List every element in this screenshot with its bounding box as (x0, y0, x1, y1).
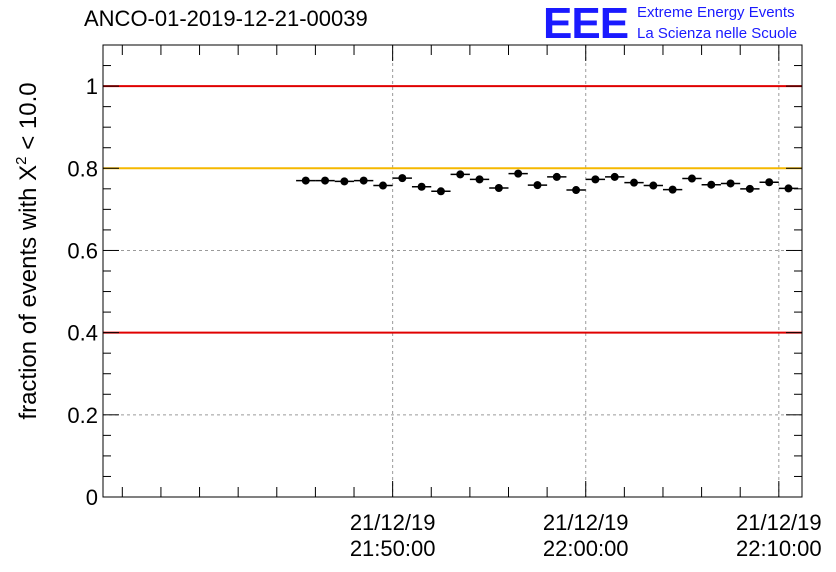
data-point-16 (605, 172, 625, 181)
plot-border (102, 44, 803, 498)
data-point-7 (431, 187, 451, 196)
data-point-9 (469, 175, 490, 184)
data-point-19 (662, 185, 683, 194)
data-point-11 (508, 169, 528, 178)
x-tick-label-date-0: 21/12/19 (350, 510, 436, 535)
y-axis-label-symbol: X (15, 165, 42, 181)
x-tick-label-time-0: 21:50:00 (350, 536, 436, 561)
data-point-12 (527, 181, 548, 190)
data-point-marker (321, 176, 330, 185)
data-point-18 (643, 181, 663, 190)
x-tick-label-time-2: 22:10:00 (736, 536, 822, 561)
data-point-marker (572, 186, 581, 195)
grid-layer (103, 45, 802, 497)
x-tick-label-date-2: 21/12/19 (736, 510, 822, 535)
data-point-marker (475, 175, 484, 184)
data-point-14 (566, 186, 586, 195)
x-tick-label-time-1: 22:00:00 (543, 536, 629, 561)
data-point-marker (533, 181, 542, 190)
reference-lines (103, 85, 802, 334)
y-axis-label: fraction of events with X2 < 10.0 (13, 82, 42, 419)
y-axis-label-superscript: 2 (13, 156, 30, 164)
y-tick-label-3: 0.6 (67, 238, 98, 263)
data-point-21 (701, 180, 721, 189)
data-point-3 (354, 176, 374, 185)
data-point-marker (340, 177, 349, 186)
data-point-marker (784, 184, 793, 193)
data-point-marker (745, 184, 754, 193)
data-point-2 (334, 177, 355, 186)
data-point-marker (610, 172, 619, 181)
data-point-marker (687, 174, 696, 183)
y-tick-label-2: 0.4 (67, 321, 98, 346)
logo-tagline-1: Extreme Energy Events (637, 4, 795, 21)
data-point-marker (707, 180, 716, 189)
data-point-marker (301, 176, 310, 185)
y-axis-label-prefix: fraction of events with (15, 181, 42, 420)
logo-tagline-2: La Scienza nelle Scuole (637, 25, 798, 42)
data-point-marker (552, 172, 561, 181)
data-point-15 (585, 175, 606, 184)
data-point-24 (759, 178, 779, 187)
data-point-22 (720, 179, 741, 188)
plot-frame (102, 44, 803, 498)
data-point-marker (514, 169, 523, 178)
data-point-6 (411, 182, 432, 191)
data-points (296, 169, 799, 196)
data-point-marker (398, 174, 407, 183)
data-point-marker (494, 183, 503, 192)
data-point-4 (373, 181, 393, 190)
data-point-8 (450, 170, 470, 179)
data-point-marker (417, 182, 426, 191)
x-tick-label-date-1: 21/12/19 (543, 510, 629, 535)
y-tick-label-1: 0.2 (67, 403, 98, 428)
data-point-marker (436, 187, 445, 196)
data-point-20 (682, 174, 702, 183)
data-point-13 (547, 172, 567, 181)
data-point-marker (765, 178, 774, 187)
eee-logo: EEE (543, 0, 629, 48)
data-point-marker (591, 175, 600, 184)
data-point-23 (740, 184, 760, 193)
data-point-0 (296, 176, 316, 185)
data-point-25 (778, 184, 799, 193)
data-point-marker (456, 170, 465, 179)
data-point-marker (726, 179, 735, 188)
y-tick-label-5: 1 (86, 74, 98, 99)
data-point-marker (649, 181, 658, 190)
data-point-10 (489, 183, 509, 192)
data-point-marker (359, 176, 368, 185)
run-title: ANCO-01-2019-12-21-00039 (84, 6, 368, 31)
data-point-marker (630, 178, 639, 187)
data-point-marker (668, 185, 677, 194)
y-axis-label-suffix: < 10.0 (15, 82, 42, 156)
data-point-1 (315, 176, 335, 185)
data-point-marker (378, 181, 387, 190)
data-point-17 (624, 178, 644, 187)
y-tick-label-4: 0.8 (67, 156, 98, 181)
y-tick-label-0: 0 (86, 485, 98, 510)
data-point-5 (392, 174, 412, 183)
axis-labels: fraction of events with X2 < 10.0 0 0.2 0.… (13, 74, 822, 561)
